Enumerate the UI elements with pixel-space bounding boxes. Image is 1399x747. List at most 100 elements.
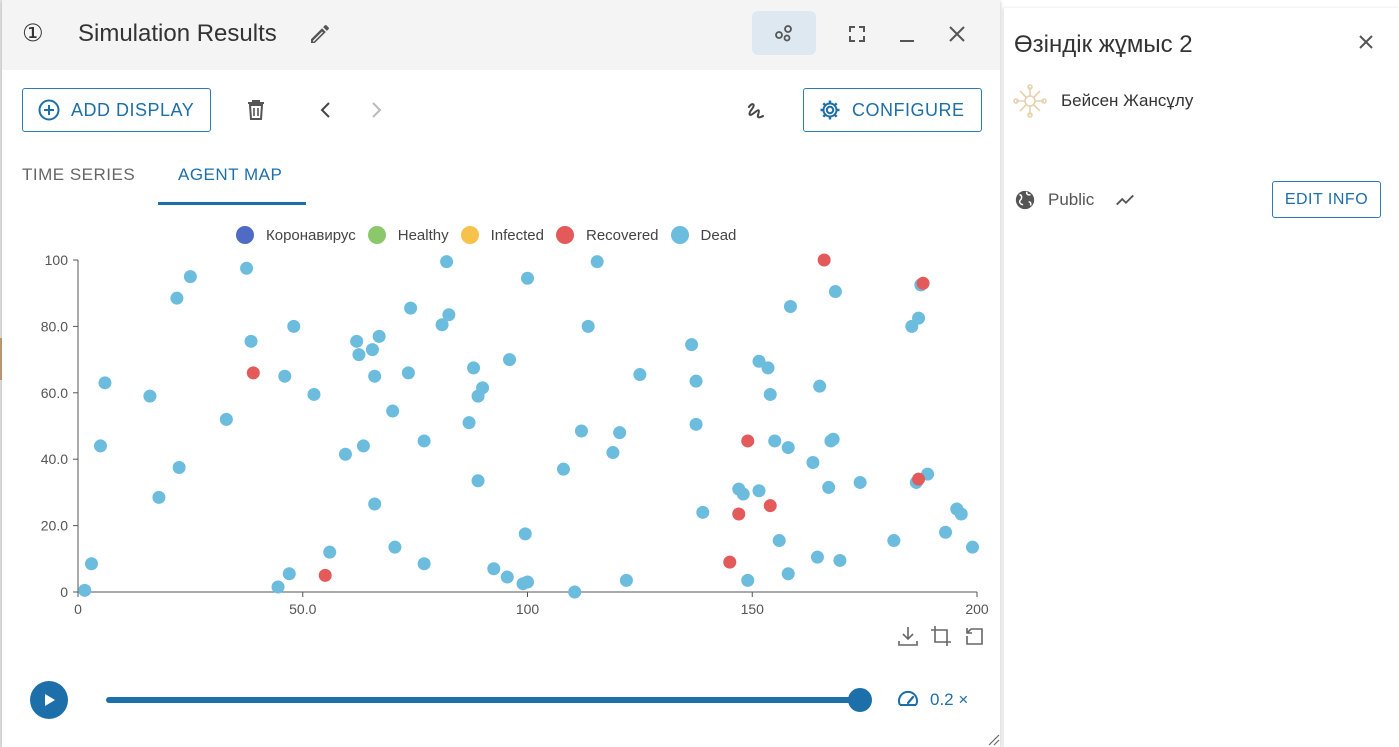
data-point-dead (282, 567, 296, 581)
add-display-label: ADD DISPLAY (71, 99, 195, 120)
legend-label: Infected (490, 226, 544, 244)
data-point-dead (781, 567, 795, 581)
data-point-dead (503, 353, 517, 367)
panel-title: Simulation Results (78, 20, 277, 47)
data-point-recovered (912, 472, 926, 486)
data-point-dead (736, 487, 750, 501)
data-point-dead (417, 557, 431, 571)
tab-time-series[interactable]: TIME SERIES (22, 165, 136, 184)
data-point-dead (826, 432, 840, 446)
data-point-dead (338, 447, 352, 461)
legend-label: Recovered (585, 226, 659, 244)
data-point-dead (741, 573, 755, 587)
x-tick-label: 0 (74, 601, 82, 617)
data-point-dead (368, 369, 382, 383)
data-point-dead (352, 348, 366, 362)
squiggle-icon[interactable] (744, 98, 768, 122)
agent-map-scatter-chart: 0 20.0 40.0 60.0 80.0 100 0 50.0 100 150 200 (41, 252, 989, 617)
data-point-dead (761, 361, 775, 375)
data-point-dead (752, 484, 766, 498)
play-icon (45, 694, 55, 706)
data-point-dead (689, 374, 703, 388)
author-name[interactable]: Бейсен Жансұлу (1061, 91, 1194, 110)
pencil-icon[interactable] (308, 22, 332, 46)
data-point-recovered (741, 434, 755, 448)
data-point-dead (462, 416, 476, 430)
trash-icon[interactable] (244, 98, 268, 122)
fullscreen-icon[interactable] (845, 22, 869, 46)
data-point-dead (966, 540, 980, 554)
node-graph-button[interactable] (752, 11, 816, 55)
visibility-label: Public (1048, 190, 1095, 209)
data-point-dead (323, 545, 337, 559)
legend-item-dead[interactable]: Dead (670, 226, 736, 244)
data-point-dead (440, 255, 454, 269)
data-point-dead (696, 505, 710, 519)
minimize-icon[interactable] (895, 22, 919, 46)
data-point-dead (350, 334, 364, 348)
legend-dot (236, 226, 254, 244)
resize-grip-icon[interactable] (986, 732, 1000, 746)
legend-item-coronavirus[interactable]: Коронавирус (236, 226, 356, 244)
data-point-dead (810, 550, 824, 564)
data-point-dead (401, 366, 415, 380)
add-display-button[interactable]: ADD DISPLAY (22, 88, 211, 132)
legend-item-recovered[interactable]: Recovered (555, 226, 659, 244)
data-point-dead (356, 439, 370, 453)
data-point-dead (287, 319, 301, 333)
tab-agent-map[interactable]: AGENT MAP (178, 165, 283, 184)
y-tick-label: 20.0 (41, 518, 68, 534)
add-circle-icon (38, 99, 60, 121)
close-icon[interactable] (1354, 30, 1378, 54)
data-point-dead (240, 261, 254, 275)
data-point-dead (772, 534, 786, 548)
data-point-dead (752, 354, 766, 368)
background-edge-mark (0, 338, 3, 380)
data-point-dead (833, 553, 847, 567)
download-icon[interactable] (896, 624, 920, 648)
legend-item-infected[interactable]: Infected (460, 226, 544, 244)
crop-zoom-icon[interactable] (929, 624, 953, 648)
playback-speed[interactable]: 0.2 × (930, 690, 969, 709)
data-point-dead (783, 299, 797, 313)
playback-slider[interactable] (106, 697, 860, 703)
legend-dot (367, 226, 386, 244)
data-point-recovered (723, 555, 737, 569)
data-point-dead (822, 480, 836, 494)
data-point-dead (476, 381, 490, 395)
data-point-dead (689, 417, 703, 431)
data-point-dead (813, 379, 827, 393)
reset-zoom-icon[interactable] (962, 624, 986, 648)
data-point-dead (78, 583, 92, 597)
data-point-dead (887, 534, 901, 548)
chevron-right-icon[interactable] (364, 98, 388, 122)
play-button[interactable] (30, 681, 68, 719)
data-point-dead (568, 585, 582, 599)
legend-label: Коронавирус (266, 226, 356, 244)
close-icon[interactable] (945, 22, 969, 46)
author-avatar (1013, 84, 1047, 118)
data-point-dead (170, 291, 184, 305)
data-point-recovered (763, 499, 777, 513)
edit-info-button[interactable]: EDIT INFO (1272, 181, 1381, 218)
configure-button[interactable]: CONFIGURE (803, 88, 982, 132)
playback-slider-handle[interactable] (848, 688, 872, 712)
node-graph-icon (775, 25, 792, 42)
legend-item-healthy[interactable]: Healthy (367, 226, 449, 244)
data-point-dead (404, 301, 418, 315)
trending-icon[interactable] (1114, 189, 1136, 211)
data-point-dead (556, 462, 570, 476)
y-tick-label: 40.0 (41, 451, 68, 467)
data-point-dead (518, 527, 532, 541)
data-point-dead (417, 434, 431, 448)
data-point-recovered (318, 568, 332, 582)
data-point-dead (613, 426, 627, 440)
step-number: ① (22, 20, 44, 47)
data-point-dead (172, 461, 186, 474)
legend-dot (460, 226, 479, 244)
chevron-left-icon[interactable] (314, 98, 338, 122)
data-point-dead (183, 270, 197, 284)
data-point-dead (471, 474, 485, 488)
speedometer-icon[interactable] (896, 688, 920, 712)
data-point-dead (521, 271, 534, 285)
